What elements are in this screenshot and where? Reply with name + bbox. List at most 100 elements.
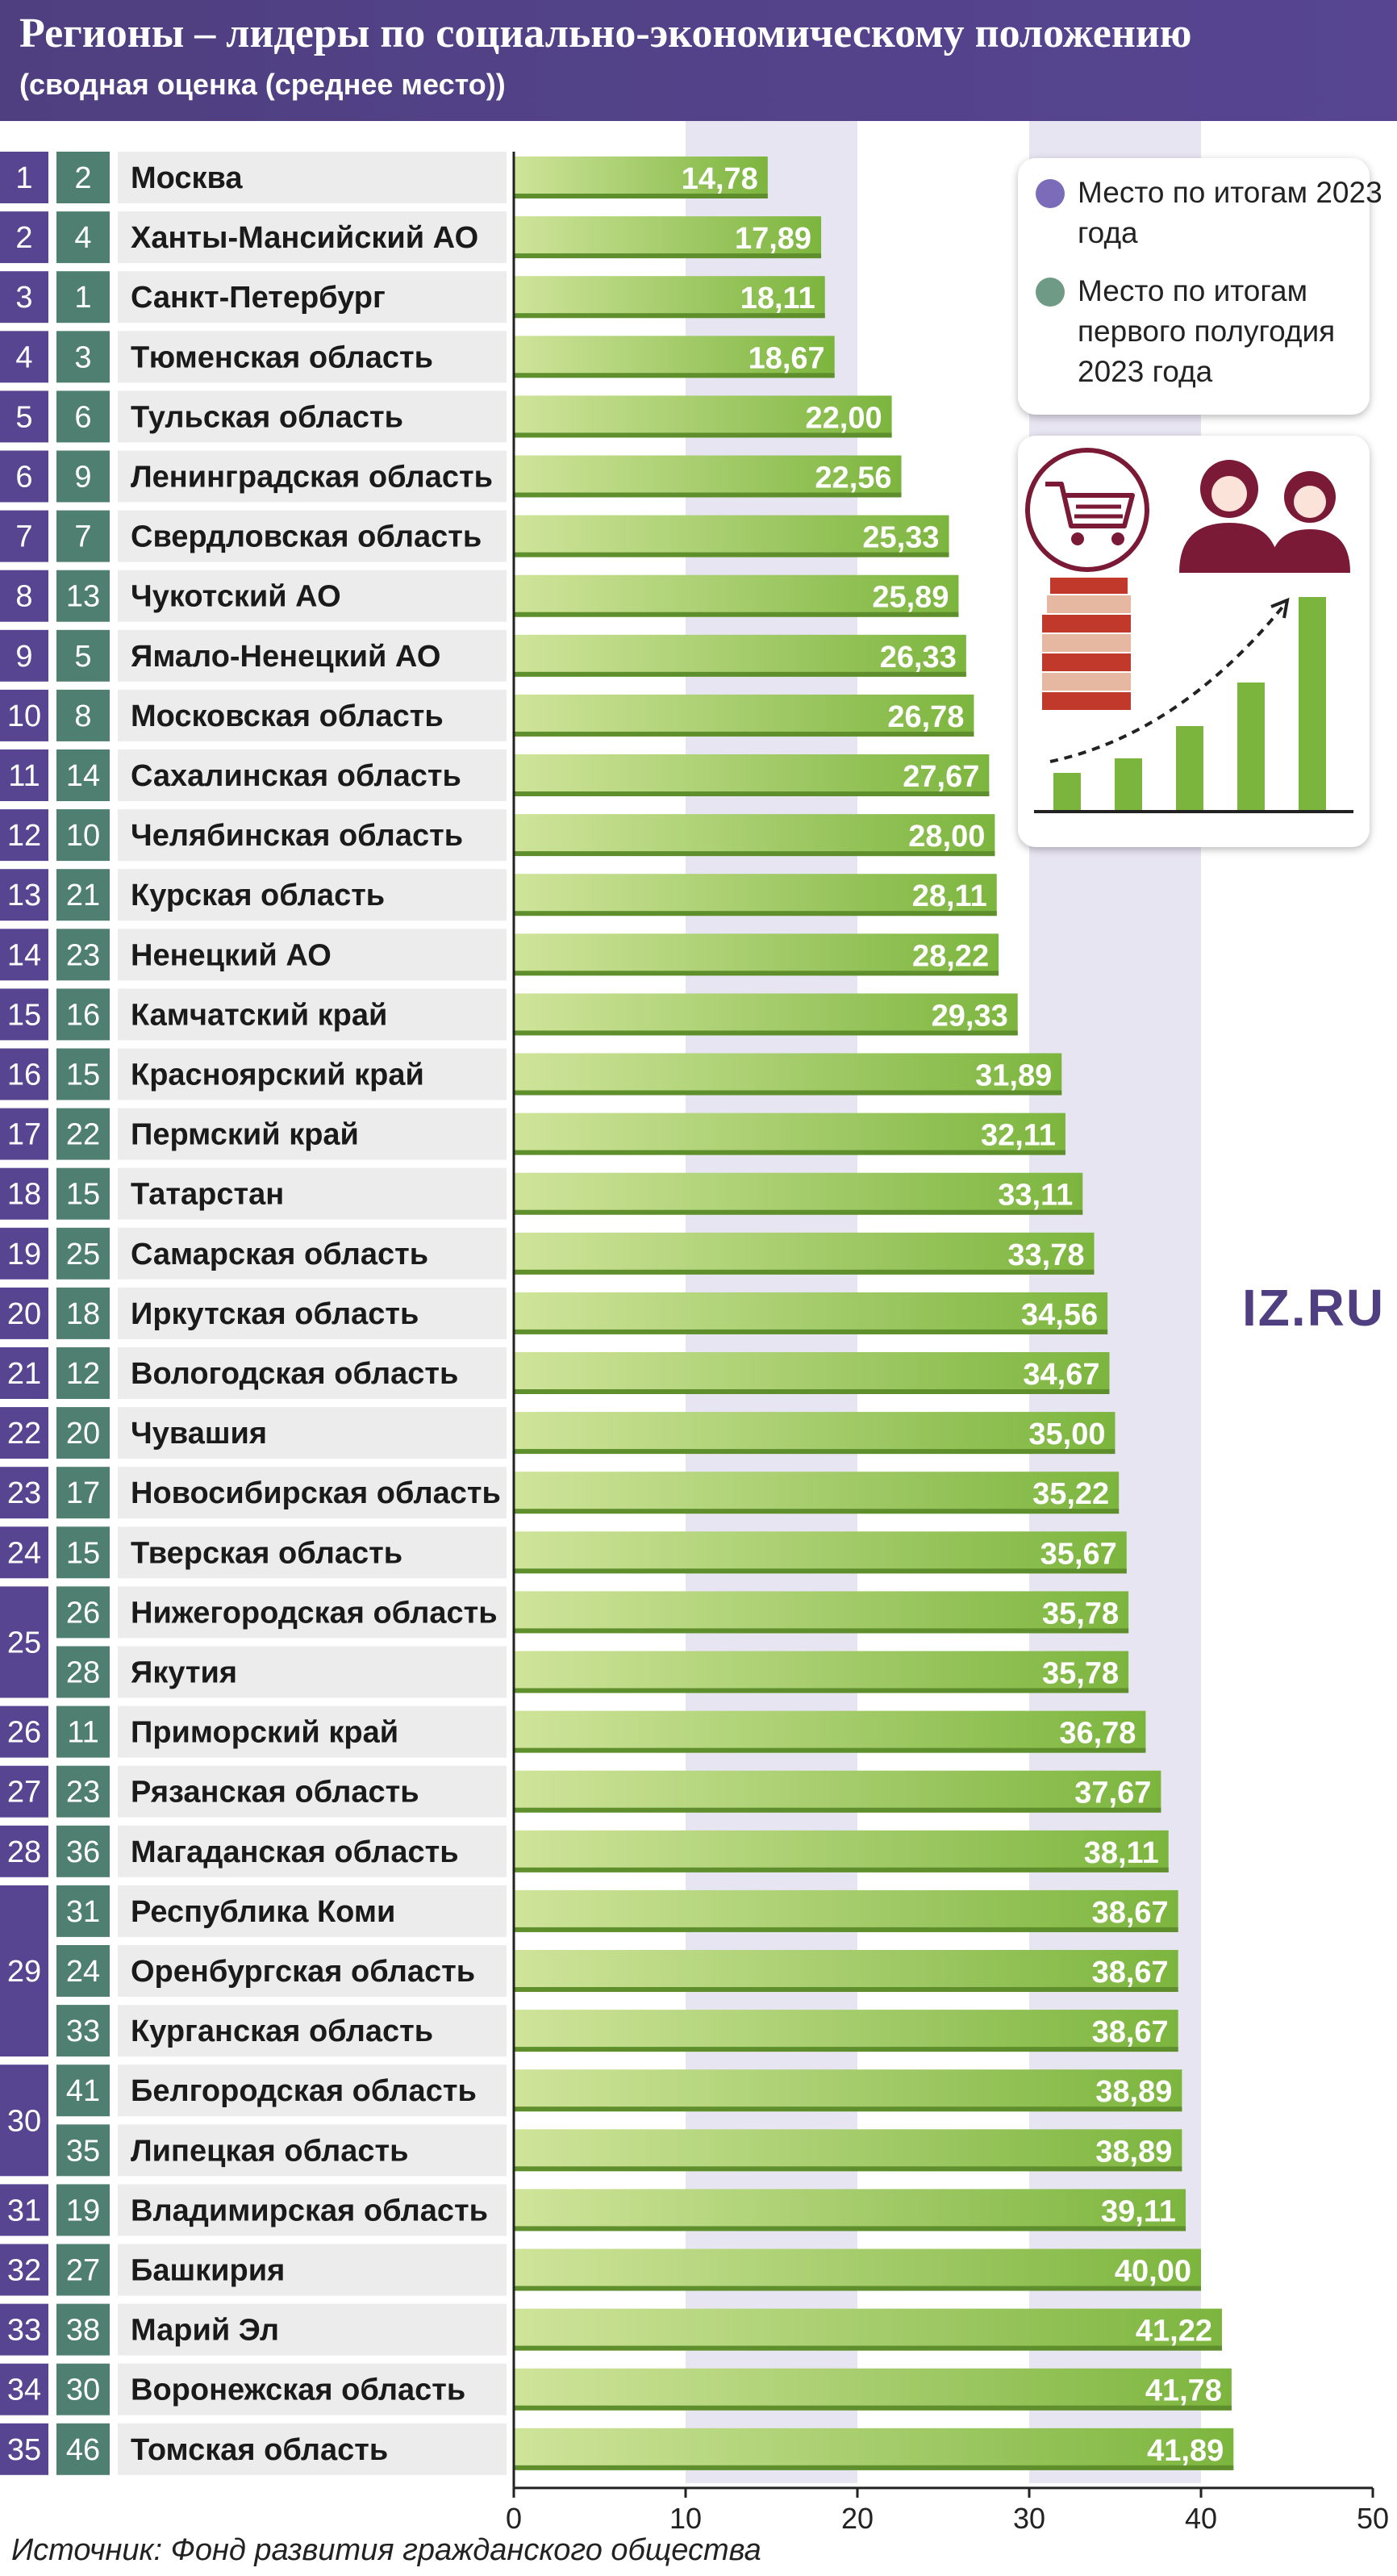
region-cell <box>118 988 507 1041</box>
bar-shadow <box>514 1329 1108 1334</box>
bar-shadow <box>514 2226 1186 2232</box>
bar-value-label: 25,89 <box>872 581 949 615</box>
rank-h1-cell <box>56 390 110 443</box>
rank-2023-cell <box>0 988 48 1041</box>
bar <box>514 395 892 438</box>
bar <box>514 1830 1169 1873</box>
bar-value-label: 14,78 <box>682 162 758 196</box>
rank-2023-cell <box>0 152 48 203</box>
region-cell <box>118 1108 507 1160</box>
bar-shadow <box>514 1688 1129 1693</box>
bar-shadow <box>514 1927 1178 1932</box>
rank-2023-label: 7 <box>15 520 32 554</box>
rank-2023-label: 20 <box>7 1297 41 1331</box>
rank-2023-label: 1 <box>15 161 32 195</box>
rank-h1-label: 18 <box>66 1297 100 1331</box>
region-label: Нижегородская область <box>131 1596 498 1630</box>
rank-2023-label: 28 <box>7 1835 41 1869</box>
region-cell <box>118 809 507 862</box>
source-note: Источник: Фонд развития гражданского общ… <box>11 2533 761 2567</box>
region-cell <box>118 390 507 443</box>
rank-2023-cell <box>0 689 48 741</box>
rank-h1-cell <box>56 331 110 383</box>
region-cell <box>118 1287 507 1339</box>
rank-2023-label: 6 <box>15 461 32 495</box>
bar-value-label: 26,78 <box>887 700 964 734</box>
illustration <box>1025 448 1353 813</box>
region-label: Камчатский край <box>131 998 387 1032</box>
bar <box>514 1172 1083 1215</box>
bar <box>514 2189 1186 2232</box>
legend-label-h1-2023: Место по итогам первого полугодия 2023 г… <box>1078 274 1336 388</box>
rank-h1-label: 4 <box>74 221 91 255</box>
bar-shadow <box>514 1747 1146 1753</box>
shopping-cart-icon <box>1025 448 1149 572</box>
rank-h1-cell <box>56 629 110 682</box>
rank-2023-cell <box>0 1526 48 1579</box>
bar-value-label: 41,89 <box>1147 2434 1224 2468</box>
bar-value-label: 38,89 <box>1095 2075 1172 2109</box>
rank-2023-label: 17 <box>7 1118 41 1152</box>
region-label: Тульская область <box>131 400 403 434</box>
rank-h1-cell <box>56 1825 110 1877</box>
region-cell <box>118 510 507 562</box>
region-cell <box>118 570 507 622</box>
region-cell <box>118 1885 507 1937</box>
region-label: Московская область <box>131 699 444 733</box>
rank-h1-label: 9 <box>74 461 91 495</box>
region-label: Красноярский край <box>131 1058 424 1092</box>
region-cell <box>118 2005 507 2057</box>
rank-h1-label: 5 <box>74 640 91 674</box>
bar-value-label: 18,67 <box>749 341 825 375</box>
region-cell <box>118 2184 507 2236</box>
bar <box>514 2428 1234 2470</box>
rank-h1-label: 6 <box>74 400 91 434</box>
rank-2023-label: 14 <box>7 938 41 972</box>
legend: Место по итогам 2023 года Место по итога… <box>1018 158 1382 415</box>
region-label: Самарская область <box>131 1238 428 1271</box>
region-label: Ямало-Ненецкий АО <box>131 640 440 674</box>
rank-h1-cell <box>56 152 110 203</box>
bar <box>514 1352 1110 1394</box>
bar-value-label: 35,00 <box>1028 1417 1105 1451</box>
rank-h1-label: 35 <box>66 2134 100 2168</box>
rank-h1-cell <box>56 2065 110 2117</box>
rank-h1-label: 22 <box>66 1118 100 1152</box>
x-tick-label: 0 <box>506 2502 522 2535</box>
rank-h1-label: 15 <box>66 1536 100 1570</box>
rank-h1-cell <box>56 1048 110 1100</box>
rank-2023-cell <box>0 271 48 324</box>
rank-h1-cell <box>56 2303 110 2356</box>
rank-h1-label: 23 <box>66 938 100 972</box>
bar-value-label: 22,00 <box>806 401 882 435</box>
bar-shadow <box>514 2345 1222 2351</box>
bar-shadow <box>514 731 974 737</box>
rank-2023-cell <box>0 1347 48 1399</box>
region-label: Белгородская область <box>131 2074 477 2108</box>
brand-text: IZ.RU <box>1242 1279 1386 1337</box>
bar-shadow <box>514 492 902 498</box>
rank-h1-cell <box>56 1467 110 1519</box>
rank-2023-cell <box>0 1467 48 1519</box>
rank-2023-label: 23 <box>7 1476 41 1510</box>
region-label: Иркутская область <box>131 1297 419 1331</box>
bar <box>514 276 825 319</box>
bar <box>514 2248 1201 2291</box>
bar-shadow <box>514 253 822 259</box>
rank-2023-cell <box>0 929 48 981</box>
rank-2023-label: 35 <box>7 2433 41 2467</box>
rank-h1-label: 8 <box>74 699 91 733</box>
bar <box>514 1531 1127 1574</box>
rank-h1-label: 13 <box>66 580 100 614</box>
bar <box>514 694 974 737</box>
bar <box>514 1950 1178 1992</box>
brand-logo: IZ.RU <box>1229 1267 1397 1347</box>
bar <box>514 1472 1120 1514</box>
rank-h1-cell <box>56 1227 110 1280</box>
bar-value-label: 18,11 <box>740 282 815 315</box>
rank-h1-cell <box>56 1347 110 1399</box>
rank-h1-cell <box>56 1885 110 1937</box>
region-cell <box>118 1347 507 1399</box>
rank-h1-label: 19 <box>66 2194 100 2227</box>
bar-value-label: 34,67 <box>1023 1358 1099 1392</box>
